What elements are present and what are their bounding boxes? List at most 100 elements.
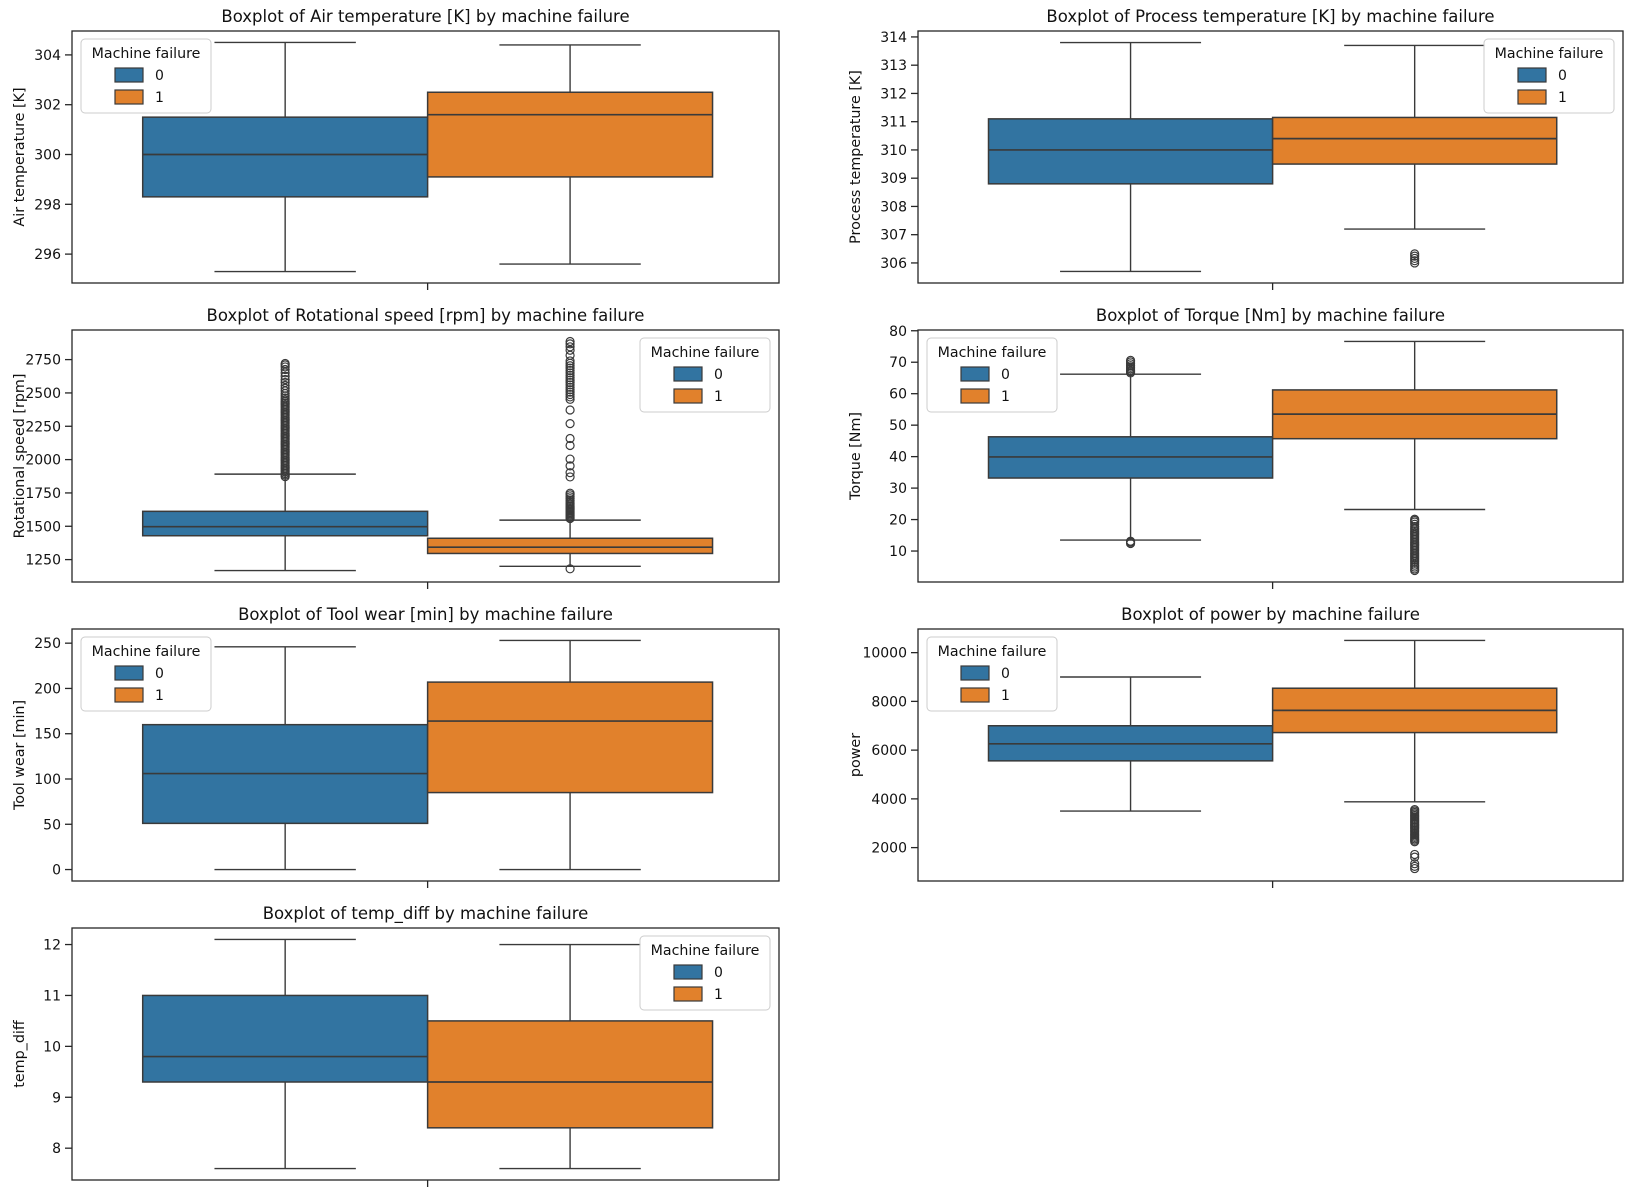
plot-frame xyxy=(71,30,780,284)
boxplot-tool-wear: Boxplot of Tool wear [min] by machine fa… xyxy=(0,598,817,897)
y-tick-label: 1500 xyxy=(25,519,61,535)
legend-label-0: 0 xyxy=(1558,68,1567,84)
boxplot-air-temperature: Boxplot of Air temperature [K] by machin… xyxy=(0,0,817,299)
legend-swatch-1 xyxy=(960,687,990,703)
plot-frame xyxy=(71,329,780,583)
y-tick-label: 314 xyxy=(880,30,907,46)
outliers-1 xyxy=(1410,249,1420,268)
y-tick-label: 306 xyxy=(880,256,907,272)
y-tick-label: 4000 xyxy=(871,792,907,808)
y-tick-label: 12 xyxy=(43,938,61,954)
y-tick-label: 200 xyxy=(34,681,61,697)
y-tick-label: 6000 xyxy=(871,743,907,759)
box-machine-failure-0 xyxy=(141,938,429,1170)
chart-title: Boxplot of Air temperature [K] by machin… xyxy=(221,7,629,26)
legend-label-1: 1 xyxy=(1001,688,1010,704)
legend-label-0: 0 xyxy=(1001,367,1010,383)
chart-title: Boxplot of Process temperature [K] by ma… xyxy=(1046,7,1494,26)
y-tick-label: 9 xyxy=(52,1090,61,1106)
y-tick-label: 50 xyxy=(43,817,61,833)
legend: Machine failure 0 1 xyxy=(80,636,212,712)
chart-title: Boxplot of temp_diff by machine failure xyxy=(263,904,589,924)
legend-label-1: 1 xyxy=(155,688,164,704)
legend-label-1: 1 xyxy=(714,987,723,1003)
legend-title: Machine failure xyxy=(92,46,201,62)
y-axis-label: Air temperature [K] xyxy=(12,87,28,226)
y-axis-label: Process temperature [K] xyxy=(848,70,864,244)
chart-title: Boxplot of Tool wear [min] by machine fa… xyxy=(238,605,613,624)
legend: Machine failure 0 1 xyxy=(639,337,771,413)
y-tick-label: 10 xyxy=(43,1039,61,1055)
box-machine-failure-1 xyxy=(1271,44,1558,230)
y-tick-label: 1250 xyxy=(25,553,61,569)
y-tick-label: 10000 xyxy=(862,646,907,662)
legend-swatch-0 xyxy=(114,665,144,681)
y-tick-label: 313 xyxy=(880,58,907,74)
box-machine-failure-0 xyxy=(987,373,1274,541)
y-tick-label: 310 xyxy=(880,143,907,159)
y-tick-label: 308 xyxy=(880,199,907,215)
y-tick-label: 2250 xyxy=(25,419,61,435)
boxplot-svg-air-temperature: Boxplot of Air temperature [K] by machin… xyxy=(12,7,780,290)
boxplot-svg-temp-diff: Boxplot of temp_diff by machine failure 8… xyxy=(12,904,780,1187)
legend-label-0: 0 xyxy=(1001,666,1010,682)
legend-swatch-1 xyxy=(1517,89,1547,105)
box-machine-failure-0 xyxy=(141,473,429,572)
boxplot-temp-diff: Boxplot of temp_diff by machine failure 8… xyxy=(0,897,817,1196)
legend-swatch-0 xyxy=(673,366,703,382)
box-machine-failure-0 xyxy=(141,646,429,871)
legend-label-1: 1 xyxy=(155,90,164,106)
y-tick-label: 304 xyxy=(34,48,61,64)
legend-label-0: 0 xyxy=(714,965,723,981)
legend-title: Machine failure xyxy=(938,345,1047,361)
y-tick-label: 296 xyxy=(34,247,61,263)
boxplot-torque: Boxplot of Torque [Nm] by machine failur… xyxy=(817,299,1634,598)
y-axis: 1250 1500 1750 2000 2250 2500 2750 xyxy=(25,353,72,569)
legend-label-0: 0 xyxy=(714,367,723,383)
chart-title: Boxplot of Rotational speed [rpm] by mac… xyxy=(207,306,645,325)
plot-frame xyxy=(917,30,1624,284)
y-tick-label: 312 xyxy=(880,86,907,102)
y-tick-label: 2750 xyxy=(25,353,61,369)
y-axis: 306 307 308 309 310 311 312 313 314 xyxy=(880,30,918,272)
boxplot-svg-rotational-speed: Boxplot of Rotational speed [rpm] by mac… xyxy=(12,306,780,589)
legend-label-1: 1 xyxy=(1558,90,1567,106)
y-tick-label: 1750 xyxy=(25,486,61,502)
box-machine-failure-1 xyxy=(426,639,714,871)
chart-title: Boxplot of power by machine failure xyxy=(1121,605,1420,624)
y-tick-label: 2500 xyxy=(25,386,61,402)
boxplot-rotational-speed: Boxplot of Rotational speed [rpm] by mac… xyxy=(0,299,817,598)
box-machine-failure-1 xyxy=(1271,639,1558,803)
y-axis: 296 298 300 302 304 xyxy=(34,48,72,263)
legend-label-1: 1 xyxy=(714,389,723,405)
y-tick-label: 11 xyxy=(43,988,61,1004)
y-tick-label: 40 xyxy=(889,450,907,466)
y-tick-label: 0 xyxy=(52,863,61,879)
y-tick-label: 298 xyxy=(34,197,61,213)
outliers-0 xyxy=(280,358,290,482)
y-axis-label: Torque [Nm] xyxy=(848,412,864,501)
legend-title: Machine failure xyxy=(92,644,201,660)
boxplot-svg-power: Boxplot of power by machine failure 2000 4… xyxy=(848,605,1624,888)
boxplot-power: Boxplot of power by machine failure 2000 4… xyxy=(817,598,1634,897)
boxplot-svg-process-temperature: Boxplot of Process temperature [K] by ma… xyxy=(848,7,1624,290)
outliers-1 xyxy=(1410,514,1420,576)
legend-label-0: 0 xyxy=(155,68,164,84)
legend-title: Machine failure xyxy=(651,943,760,959)
legend-title: Machine failure xyxy=(651,345,760,361)
y-tick-label: 2000 xyxy=(871,841,907,857)
y-tick-label: 311 xyxy=(880,115,907,131)
box-machine-failure-1 xyxy=(1271,340,1558,511)
legend: Machine failure 0 1 xyxy=(639,935,771,1011)
legend-label-0: 0 xyxy=(155,666,164,682)
legend-title: Machine failure xyxy=(938,644,1047,660)
boxplot-process-temperature: Boxplot of Process temperature [K] by ma… xyxy=(817,0,1634,299)
legend-swatch-1 xyxy=(114,89,144,105)
chart-title: Boxplot of Torque [Nm] by machine failur… xyxy=(1096,306,1445,325)
legend: Machine failure 0 1 xyxy=(926,636,1058,712)
legend-swatch-1 xyxy=(673,388,703,404)
y-tick-label: 302 xyxy=(34,98,61,114)
y-tick-label: 10 xyxy=(889,544,907,560)
